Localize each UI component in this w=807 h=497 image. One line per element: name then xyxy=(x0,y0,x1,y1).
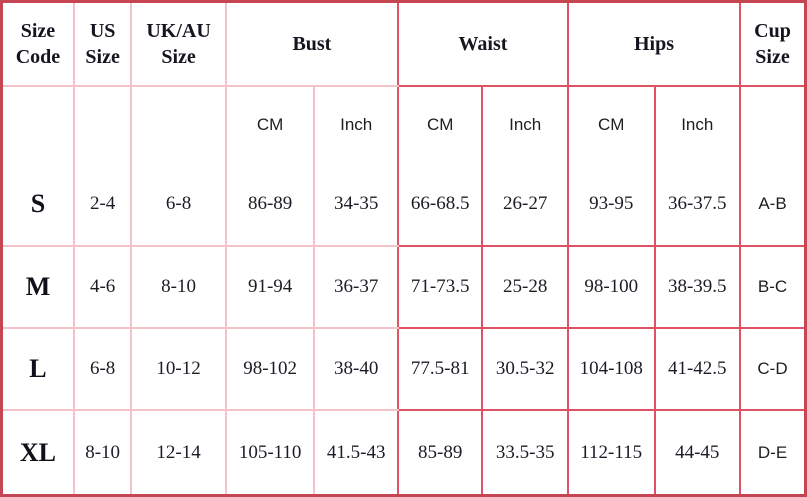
waist-inch-cell: 26-27 xyxy=(482,163,569,247)
header-cup-size: Cup Size xyxy=(740,1,806,87)
hips-cm-cell: 104-108 xyxy=(567,327,656,412)
empty-cell xyxy=(131,85,227,164)
header-bust: Bust xyxy=(225,1,399,87)
header-uk-au-size: UK/AU Size xyxy=(131,1,227,87)
size-code-cell: S xyxy=(1,163,75,247)
header-us-size: US Size xyxy=(73,1,133,87)
waist-cm-cell: 71-73.5 xyxy=(397,245,484,329)
size-code-cell: L xyxy=(1,327,75,412)
cup-size-cell: D-E xyxy=(757,442,788,462)
bust-cm-cell: 105-110 xyxy=(225,410,316,496)
us-size-cell: 6-8 xyxy=(73,327,133,412)
empty-cell xyxy=(740,86,805,164)
hips-inch-cell: 41-42.5 xyxy=(654,327,742,412)
size-row-s: S 2-4 6-8 86-89 34-35 66-68.5 26-27 93-9… xyxy=(1,163,806,247)
us-size-cell: 8-10 xyxy=(73,410,133,496)
us-size-cell: 2-4 xyxy=(73,163,133,247)
size-row-xl: XL 8-10 12-14 105-110 41.5-43 85-89 33.5… xyxy=(1,410,806,496)
waist-inch-label: Inch xyxy=(482,85,569,164)
hips-inch-cell: 36-37.5 xyxy=(654,163,742,247)
uk-au-size-cell: 6-8 xyxy=(131,163,227,247)
cup-size-cell: A-B xyxy=(740,163,806,247)
cup-size-cell: B-C xyxy=(740,245,806,329)
size-code-cell: XL xyxy=(1,410,75,496)
header-row-units: CM Inch CM Inch CM Inch xyxy=(1,85,806,164)
bust-cm-cell: 86-89 xyxy=(225,163,316,247)
uk-au-size-cell: 8-10 xyxy=(131,245,227,329)
hips-inch-cell: 44-45 xyxy=(654,410,742,496)
hips-cm-cell: 112-115 xyxy=(567,410,656,496)
header-row-groups: Size Code US Size UK/AU Size Bust Waist … xyxy=(1,1,806,87)
waist-cm-cell: 85-89 xyxy=(397,410,484,496)
bust-cm-label: CM xyxy=(225,85,316,164)
uk-au-size-cell: 12-14 xyxy=(131,410,227,496)
cup-size-cell: C-D xyxy=(740,327,806,412)
bust-inch-cell: 36-37 xyxy=(314,245,399,329)
bust-inch-label: Inch xyxy=(314,85,399,164)
size-row-l: L 6-8 10-12 98-102 38-40 77.5-81 30.5-32… xyxy=(1,327,806,412)
waist-cm-label: CM xyxy=(397,85,484,164)
header-waist: Waist xyxy=(397,1,569,87)
waist-inch-cell: 25-28 xyxy=(482,245,569,329)
hips-inch-label: Inch xyxy=(654,85,742,164)
bust-cm-cell: 98-102 xyxy=(225,327,316,412)
us-size-cell: 4-6 xyxy=(73,245,133,329)
bust-inch-cell: 34-35 xyxy=(314,163,399,247)
bust-inch-cell: 38-40 xyxy=(314,327,399,412)
size-code-cell: M xyxy=(1,245,75,329)
waist-cm-cell: 66-68.5 xyxy=(397,163,484,247)
waist-cm-cell: 77.5-81 xyxy=(397,327,484,412)
hips-cm-cell: 93-95 xyxy=(567,163,656,247)
empty-cell xyxy=(73,85,133,164)
size-row-m: M 4-6 8-10 91-94 36-37 71-73.5 25-28 98-… xyxy=(1,245,806,329)
hips-cm-cell: 98-100 xyxy=(567,245,656,329)
waist-inch-cell: 33.5-35 xyxy=(482,410,569,496)
hips-cm-label: CM xyxy=(567,85,656,164)
empty-cell xyxy=(1,85,75,164)
uk-au-size-cell: 10-12 xyxy=(131,327,227,412)
header-hips: Hips xyxy=(567,1,742,87)
header-size-code: Size Code xyxy=(1,1,75,87)
waist-inch-cell: 30.5-32 xyxy=(482,327,569,412)
bust-inch-cell: 41.5-43 xyxy=(314,410,399,496)
bust-cm-cell: 91-94 xyxy=(225,245,316,329)
hips-inch-cell: 38-39.5 xyxy=(654,245,742,329)
